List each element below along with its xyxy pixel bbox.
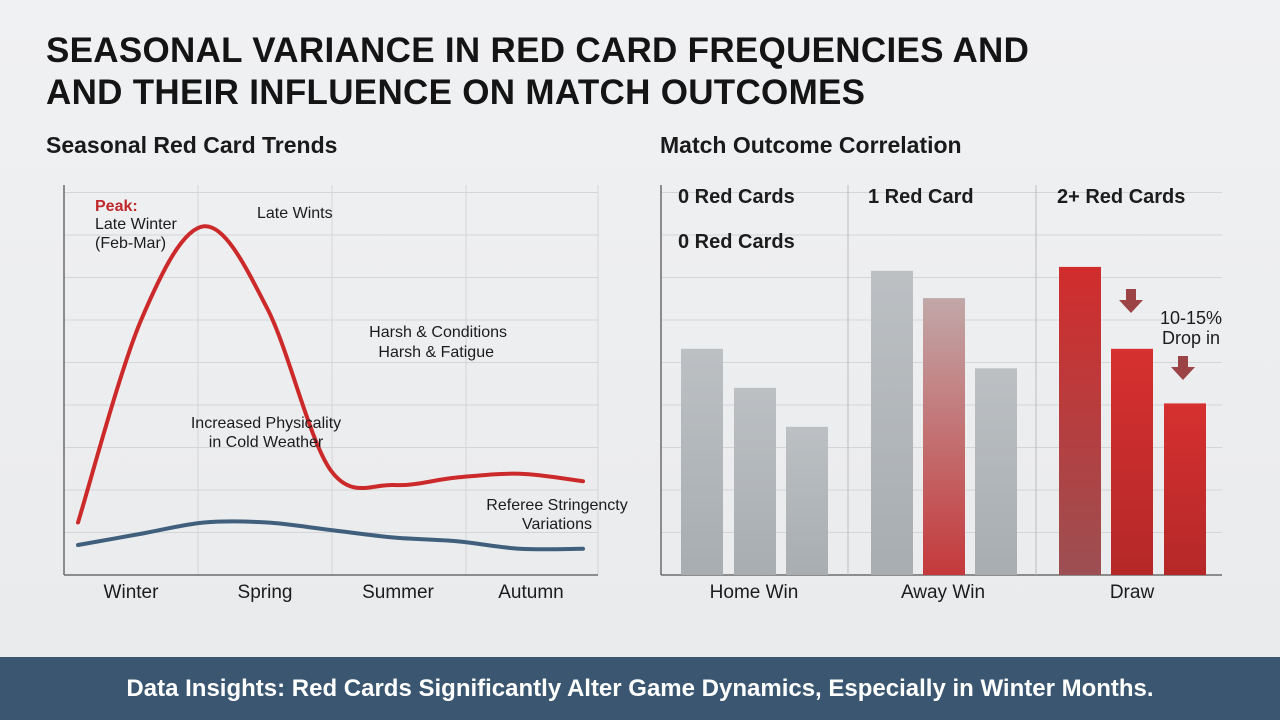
x-tick-label-autumn: Autumn	[498, 582, 563, 603]
late-winter-annotation: Late Wints	[257, 205, 333, 222]
title-line-1: SEASONAL VARIANCE IN RED CARD FREQUENCIE…	[46, 31, 1030, 70]
series-line-blue	[76, 519, 585, 552]
bar-group0-2	[786, 426, 828, 575]
charts-canvas: Peak: Late Winter (Feb-Mar) Late Wints H…	[63, 185, 1222, 603]
physicality-annotation-line1: Increased Physicality	[191, 415, 341, 432]
peak-annotation-line1: Late Winter	[95, 216, 177, 233]
page-title: SEASONAL VARIANCE IN RED CARD FREQUENCIE…	[46, 30, 1029, 114]
down-arrow-icon-2	[1171, 356, 1195, 380]
drop-annotation-line1: 10-15%	[1160, 308, 1222, 328]
bar-group1-2	[975, 368, 1017, 575]
bar-group0-1	[734, 387, 776, 575]
bar-group2-0	[1059, 266, 1101, 575]
bar-group2-1	[1111, 348, 1153, 575]
harsh-annotation-line2: Harsh & Fatigue	[378, 344, 494, 361]
peak-label: Peak:	[95, 198, 138, 215]
line-chart-grid	[64, 185, 599, 575]
bar-group1-0	[871, 270, 913, 575]
referee-annotation-line2: Variations	[522, 516, 592, 533]
group-sublabel: 0 Red Cards	[678, 231, 795, 253]
group-label-0: 0 Red Cards	[678, 186, 795, 208]
x-tick-label-draw: Draw	[1110, 582, 1155, 603]
x-tick-label-away-win: Away Win	[901, 582, 985, 603]
x-tick-label-summer: Summer	[362, 582, 434, 603]
x-tick-label-winter: Winter	[104, 582, 160, 603]
title-line-2: AND THEIR INFLUENCE ON MATCH OUTCOMES	[46, 73, 866, 112]
x-tick-label-spring: Spring	[238, 582, 293, 603]
bar-group2-2	[1164, 403, 1206, 575]
harsh-annotation-line1: Harsh & Conditions	[369, 324, 507, 341]
bar-chart-title: Match Outcome Correlation	[660, 132, 962, 158]
line-chart-title: Seasonal Red Card Trends	[46, 132, 338, 158]
footer-banner: Data Insights: Red Cards Significantly A…	[0, 657, 1280, 720]
group-label-2: 2+ Red Cards	[1057, 186, 1185, 208]
group-label-1: 1 Red Card	[868, 186, 974, 208]
footer-text: Data Insights: Red Cards Significantly A…	[126, 674, 1154, 702]
bar-group0-0	[681, 348, 723, 575]
drop-annotation-line2: Drop in	[1162, 328, 1220, 348]
x-tick-label-home-win: Home Win	[710, 582, 799, 603]
series-line-red	[76, 224, 585, 525]
referee-annotation-line1: Referee Stringencty	[486, 497, 627, 514]
peak-annotation-line2: (Feb-Mar)	[95, 235, 166, 252]
down-arrow-icon	[1119, 289, 1143, 313]
physicality-annotation-line2: in Cold Weather	[209, 434, 324, 451]
bar-group1-1	[923, 298, 965, 575]
